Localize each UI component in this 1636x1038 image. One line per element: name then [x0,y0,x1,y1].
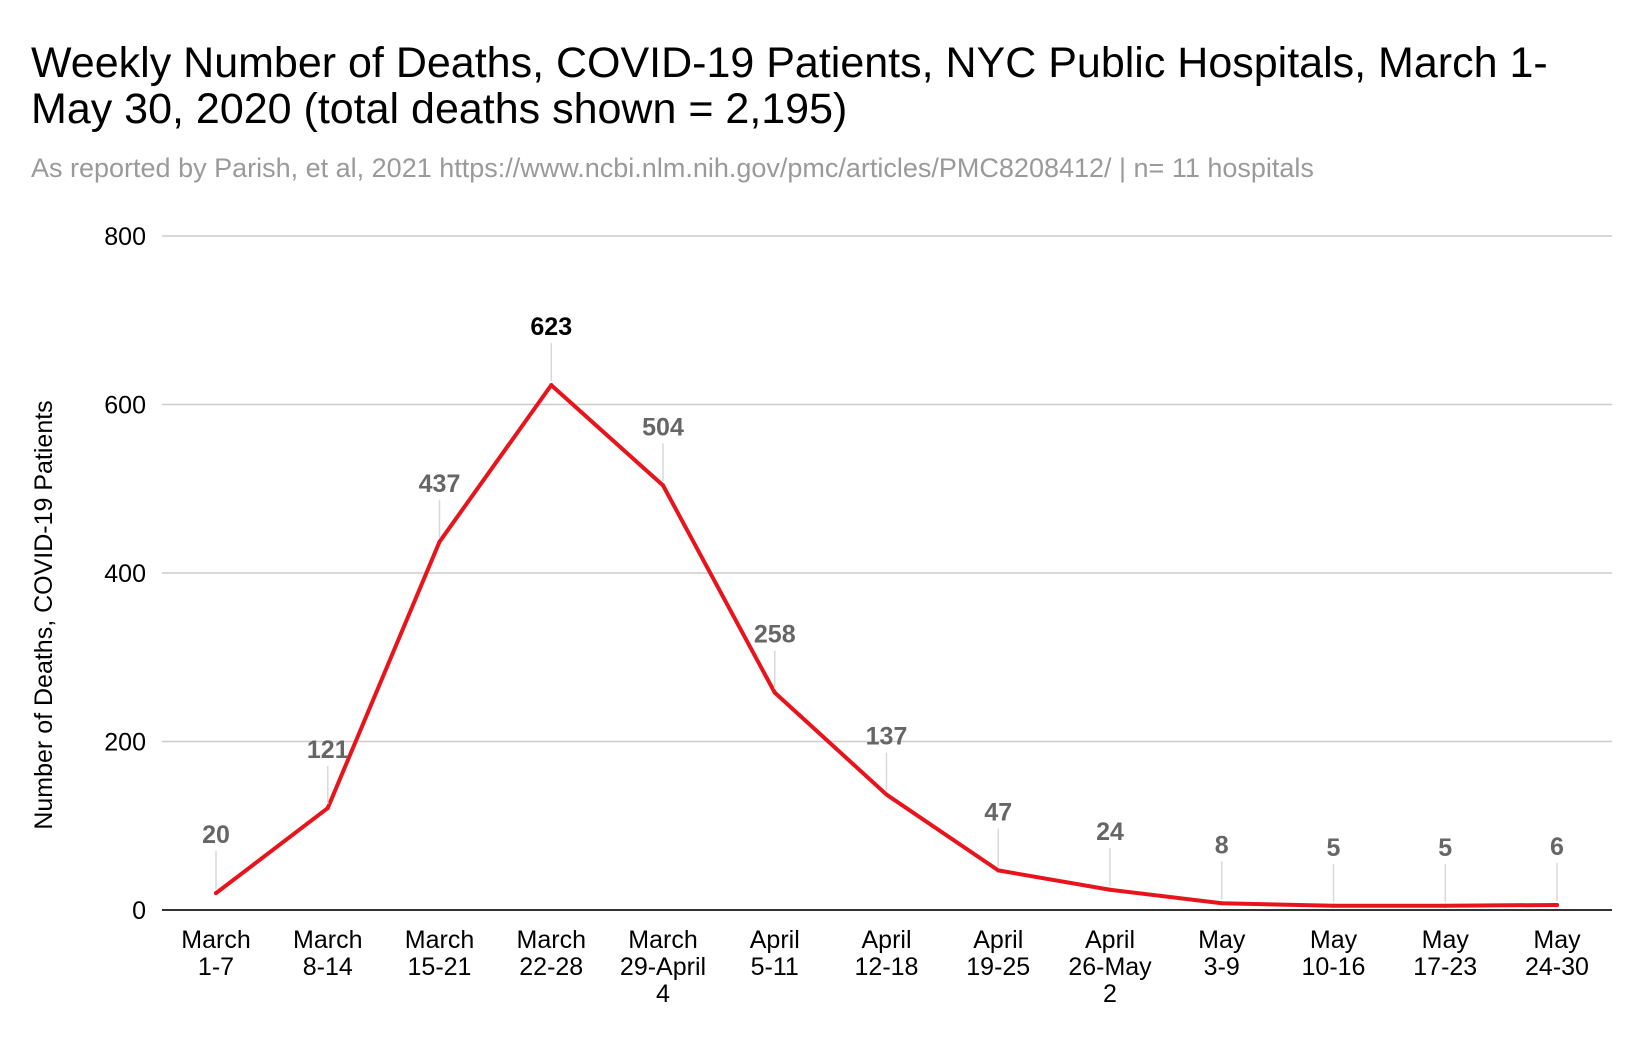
y-axis-ticks: 0 200 400 600 800 [104,223,146,925]
data-label: 121 [307,736,349,764]
data-labels: 20 121 437 623 504 258 137 47 24 8 5 5 6 [202,313,1564,902]
data-point [996,868,1001,873]
series-line-deaths [214,383,1559,908]
x-tick-label: April 12-18 [855,926,919,981]
y-tick-label: 600 [104,392,146,420]
data-label: 6 [1550,833,1564,861]
data-point [1108,887,1112,892]
y-tick-label: 800 [104,223,146,251]
y-tick-label: 400 [104,560,146,588]
data-label: 5 [1438,834,1452,862]
data-point [884,792,889,797]
y-tick-label: 0 [132,897,146,925]
data-label: 623 [530,313,572,341]
data-label: 504 [642,413,684,441]
x-tick-label: May 3-9 [1198,926,1246,981]
x-tick-label: March 22-28 [517,926,586,981]
x-tick-label: April 26-May 2 [1068,926,1152,1008]
x-tick-label: April 19-25 [966,926,1030,981]
data-point [1555,902,1559,907]
data-label: 47 [984,798,1012,826]
y-axis-label: Number of Deaths, COVID-19 Patients [30,400,58,829]
data-point [661,483,665,488]
gridlines [162,235,1612,911]
data-label: 24 [1096,818,1124,846]
x-tick-label: March 1-7 [181,926,250,981]
data-label: 437 [419,470,461,498]
data-label: 20 [202,821,230,849]
data-point [214,891,218,896]
x-tick-label: April 5-11 [750,926,800,981]
data-point [772,690,777,695]
chart-subtitle: As reported by Parish, et al, 2021 https… [31,153,1314,183]
chart-title: Weekly Number of Deaths, COVID-19 Patien… [31,39,1548,133]
x-tick-label: March 8-14 [293,926,362,981]
x-axis-categories: March 1-7 March 8-14 March 15-21 March 22-28 Mar… [181,926,1589,1008]
data-point [1443,903,1448,908]
data-label: 258 [754,621,796,649]
data-label: 5 [1327,834,1341,862]
x-tick-label: March 15-21 [405,926,474,981]
x-tick-label: May 24-30 [1525,926,1589,981]
x-tick-label: May 17-23 [1413,926,1477,981]
data-point [1219,901,1224,906]
data-point [549,383,554,388]
x-tick-label: March 29-April 4 [620,926,706,1008]
data-point [1331,903,1336,908]
data-point [325,806,330,811]
data-label: 8 [1215,831,1229,859]
x-tick-label: May 10-16 [1302,926,1366,981]
data-label: 137 [866,723,908,751]
series-layer [214,383,1559,908]
y-tick-label: 200 [104,729,146,757]
data-point [437,539,442,544]
